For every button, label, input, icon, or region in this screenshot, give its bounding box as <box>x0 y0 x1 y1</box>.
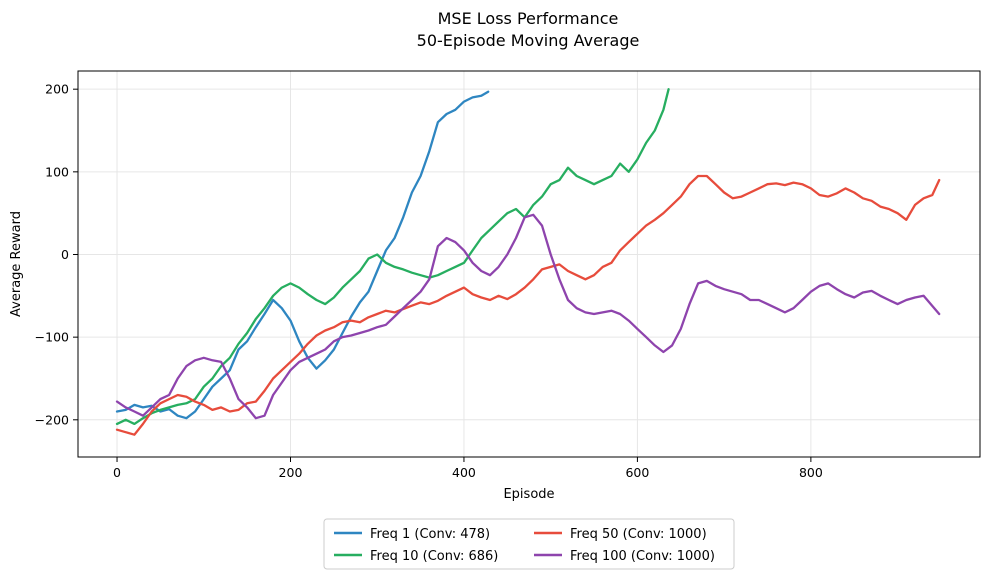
y-tick-label: −200 <box>35 412 69 427</box>
y-axis-label: Average Reward <box>9 211 24 317</box>
x-tick-label: 200 <box>279 465 303 480</box>
x-tick-label: 800 <box>799 465 823 480</box>
series-layer <box>115 88 941 436</box>
legend-box <box>323 518 735 570</box>
chart-title: MSE Loss Performance <box>438 9 619 28</box>
legend-label: Freq 10 (Conv: 686) <box>370 549 498 564</box>
series-line-2 <box>115 88 670 426</box>
legend-label: Freq 100 (Conv: 1000) <box>570 549 715 564</box>
y-tick-label: −100 <box>35 330 69 345</box>
series-line-4 <box>115 213 941 420</box>
series-line-3 <box>115 174 941 436</box>
x-tick-label: 600 <box>625 465 649 480</box>
grid-lines <box>78 71 980 457</box>
legend-label: Freq 1 (Conv: 478) <box>370 527 490 542</box>
plot-frame <box>77 70 981 458</box>
y-tick-label: 100 <box>45 164 69 179</box>
y-tick-label: 200 <box>45 82 69 97</box>
y-tick-label: 0 <box>61 247 69 262</box>
x-axis-ticks: 0 200 400 600 800 <box>113 457 823 480</box>
x-axis-label: Episode <box>503 487 554 502</box>
chart-subtitle: 50-Episode Moving Average <box>417 31 640 50</box>
x-tick-label: 0 <box>113 465 121 480</box>
legend-label: Freq 50 (Conv: 1000) <box>570 527 707 542</box>
legend: Freq 1 (Conv: 478) Freq 10 (Conv: 686) Fre… <box>323 518 735 570</box>
y-axis-ticks: −200 −100 0 100 200 <box>35 82 78 427</box>
x-tick-label: 400 <box>452 465 476 480</box>
